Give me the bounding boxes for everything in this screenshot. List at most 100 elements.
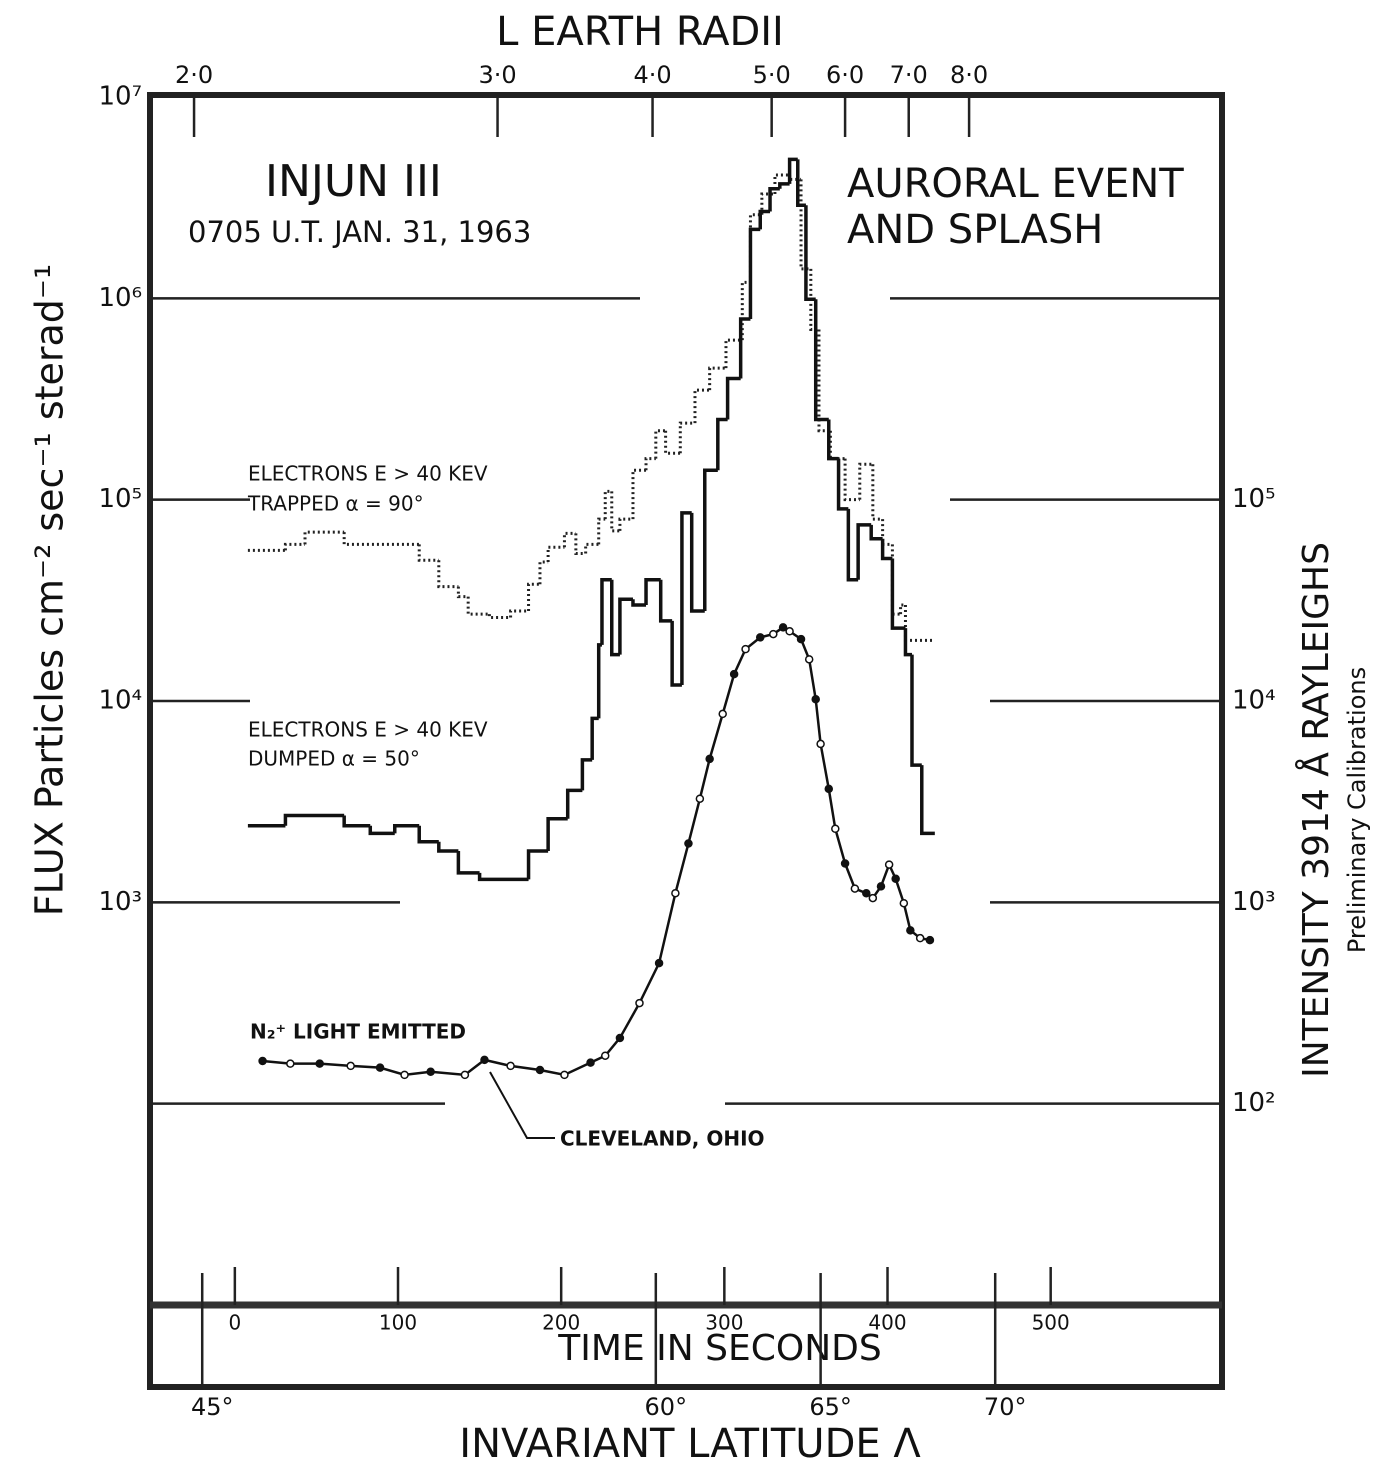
step-segment [654,429,666,459]
step-segment [487,614,511,619]
step-segment [546,545,565,563]
y-tick-label: 10⁵ [98,484,142,514]
top-axis-title: L EARTH RADII [496,9,784,55]
step-segment [910,654,922,767]
step-segment [538,560,549,585]
step-segment [738,317,751,379]
y-tick-label: 10⁶ [98,283,142,313]
step-segment [644,457,656,471]
step-segment [574,533,586,556]
y2-tick-label: 10³ [1232,887,1276,917]
y-tick-label: 10³ [98,887,142,917]
series-label: DUMPED α = 50° [248,747,420,771]
step-segment [693,388,710,424]
latitude-tick-label: 45° [191,1393,234,1421]
top-tick-label: 5·0 [753,61,791,89]
step-segment [858,462,873,500]
x-tick-label: 100 [379,1311,417,1335]
step-segment [843,458,860,502]
step-segment [283,542,306,551]
step-segment [437,560,459,589]
step-segment [631,468,647,520]
step-segment [796,159,806,207]
data-point [868,893,878,903]
leader-line [489,1071,555,1139]
data-point [258,1056,267,1066]
step-segment [590,716,599,760]
x-tick-label: 0 [228,1311,241,1335]
step-segment [846,508,859,582]
step-segment [708,366,726,391]
series-label: ELECTRONS E > 40 KEV [248,462,488,486]
y-tick-label: 10⁷ [98,82,142,112]
step-segment [392,824,420,834]
data-point [480,1055,489,1065]
top-tick-label: 3·0 [478,61,516,89]
data-point [755,633,765,642]
step-segment [580,758,593,791]
step-segment [680,511,692,686]
top-tick-label: 7·0 [890,61,928,89]
step-segment [600,578,612,645]
step-segment [618,517,633,531]
y2-tick-label: 10⁵ [1232,484,1276,514]
step-segment [342,532,420,546]
step-segment [597,517,606,545]
step-segment [768,187,780,212]
step-segment [725,376,741,420]
step-segment [856,523,872,580]
data-point [729,669,739,679]
series-label: N₂⁺ LIGHT EMITTED [250,1020,466,1044]
step-segment [565,788,583,819]
top-tick-label: 4·0 [633,61,671,89]
data-point [695,794,705,803]
step-segment [836,458,849,511]
step-segment [417,544,439,562]
step-segment [678,421,695,454]
step-segment [527,582,540,611]
step-segment [890,558,906,630]
step-segment [778,182,790,189]
step-segment [466,596,490,616]
top-tick-label: 2·0 [175,61,213,89]
frame [147,92,1225,1390]
step-segment [509,609,529,618]
step-segment [477,872,529,882]
data-point [586,1058,595,1067]
step-segment [342,815,371,828]
step-segment [562,531,576,548]
step-segment [644,578,661,605]
step-segment [456,586,469,599]
step-segment [303,530,345,545]
data-point [862,888,871,898]
data-point [705,754,714,764]
step-segment [787,157,798,184]
latitude-axis-title: INVARIANT LATITUDE Λ [459,1421,921,1467]
data-point [560,1070,569,1080]
data-point [796,634,806,644]
step-segment [689,512,705,613]
x-tick-label: 400 [868,1311,906,1335]
y2-tick-label: 10² [1232,1088,1276,1118]
step-segment [417,825,439,844]
series-line [262,625,931,1077]
x-tick-label: 500 [1032,1311,1070,1335]
step-segment [703,468,718,611]
data-point [671,888,680,898]
annotation: CLEVELAND, OHIO [560,1127,765,1151]
data-point [811,695,820,704]
step-segment [758,209,771,230]
annotation: AURORAL EVENT [847,161,1184,207]
data-point [778,623,788,632]
data-point [535,1065,545,1075]
data-point [375,1063,385,1072]
data-point [925,935,935,945]
data-point [769,629,778,639]
step-segment [546,817,568,851]
data-point [840,859,850,868]
step-segment [664,430,681,455]
step-segment [903,628,912,657]
data-point [906,926,915,935]
latitude-tick-label: 60° [645,1393,688,1421]
data-point [635,998,644,1008]
